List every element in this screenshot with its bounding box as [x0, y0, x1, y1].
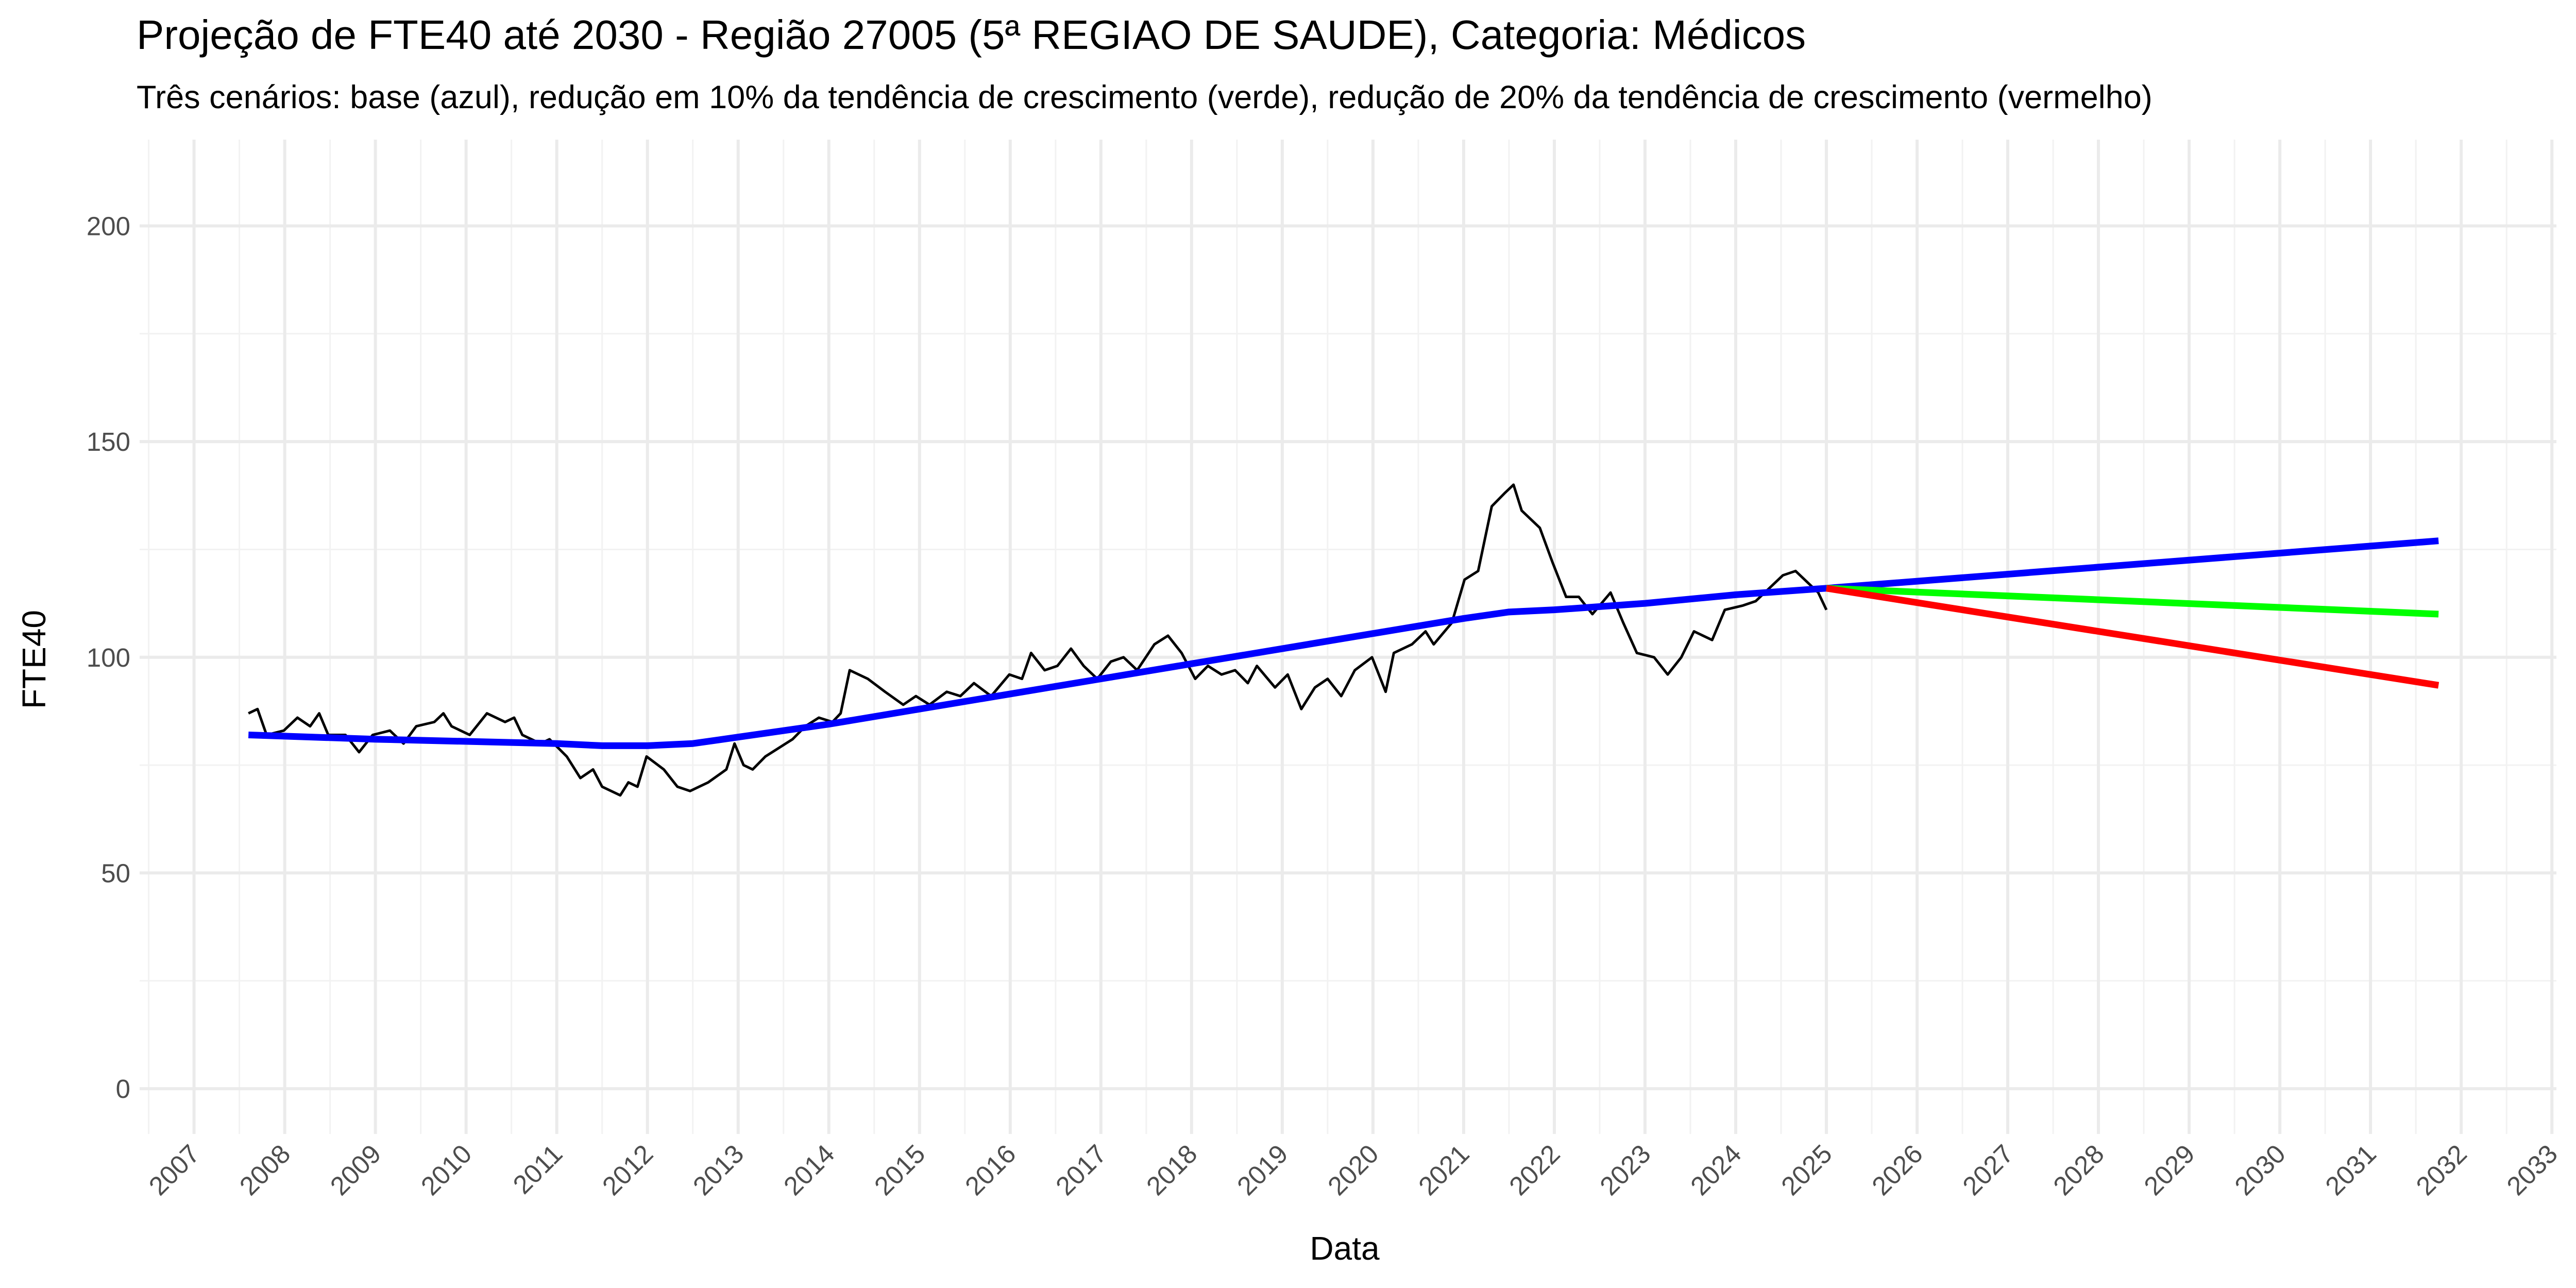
series-line — [248, 483, 1828, 797]
chart-subtitle: Três cenários: base (azul), redução em 1… — [137, 79, 2153, 115]
plot-area — [248, 483, 2439, 797]
y-tick-label: 0 — [116, 1074, 130, 1104]
chart-title: Projeção de FTE40 até 2030 - Região 2700… — [137, 12, 1806, 58]
y-tick-label: 150 — [87, 427, 130, 456]
x-axis-title: Data — [1310, 1230, 1380, 1267]
y-axis-title: FTE40 — [15, 610, 53, 709]
y-tick-label: 200 — [87, 211, 130, 241]
series-line — [1826, 585, 2439, 689]
y-tick-label: 100 — [87, 643, 130, 672]
y-tick-label: 50 — [101, 858, 130, 888]
grid — [140, 140, 2556, 1134]
series-line — [248, 537, 2439, 749]
series-line — [1826, 585, 2439, 618]
